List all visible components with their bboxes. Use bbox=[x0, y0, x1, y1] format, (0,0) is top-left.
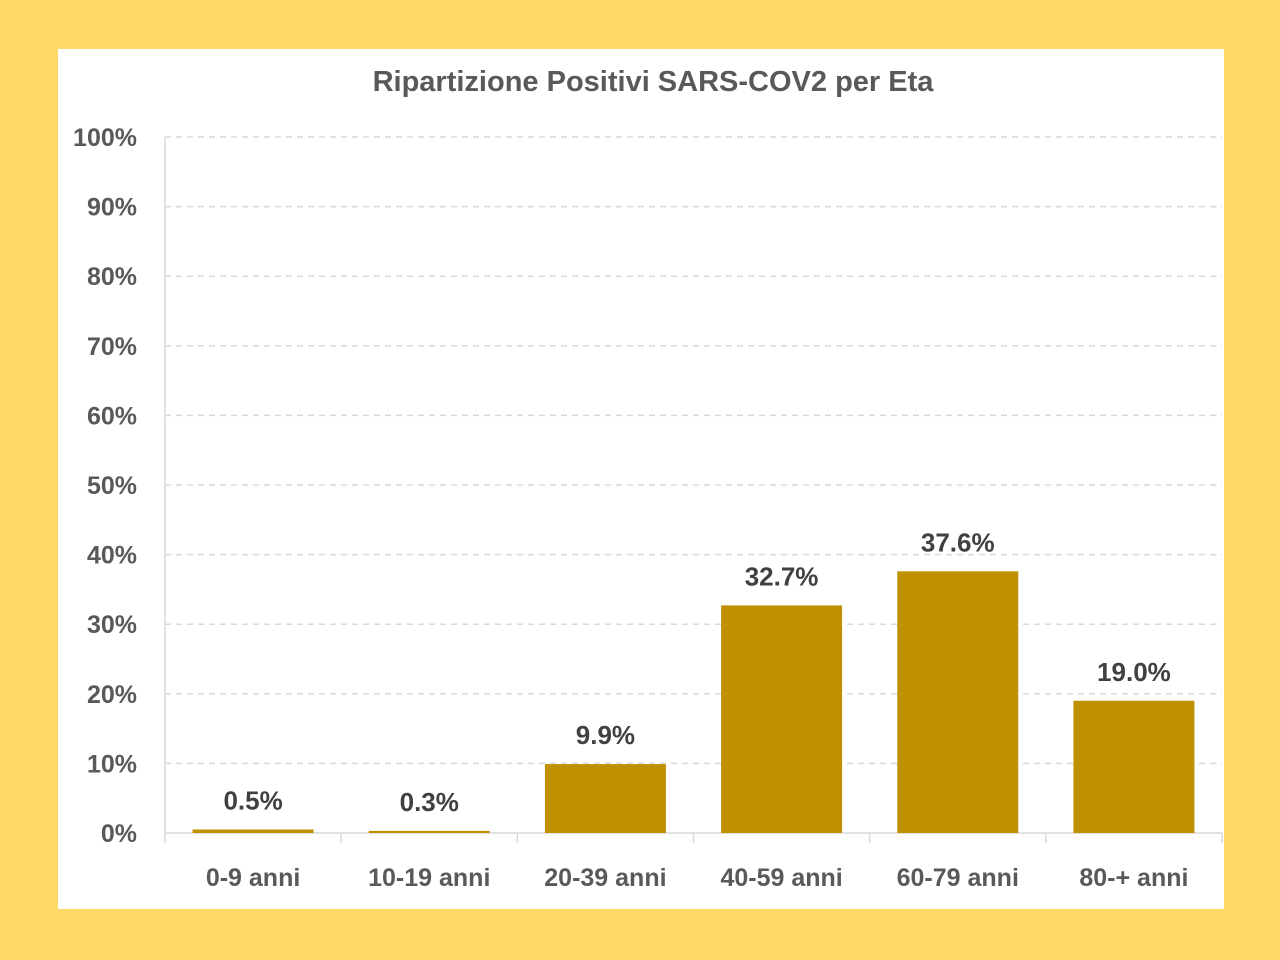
data-label: 19.0% bbox=[1097, 657, 1171, 687]
data-label: 37.6% bbox=[921, 527, 995, 557]
bar bbox=[544, 764, 666, 833]
x-tick-labels: 0-9 anni 10-19 anni 20-39 anni 40-59 anni 60… bbox=[206, 864, 1189, 892]
bars bbox=[192, 571, 1195, 833]
grid-lines bbox=[165, 136, 1222, 765]
bar bbox=[1073, 700, 1195, 833]
y-tick-label: 70% bbox=[87, 333, 137, 361]
data-label: 0.5% bbox=[223, 786, 282, 816]
y-tick-label: 100% bbox=[73, 124, 137, 152]
data-label: 32.7% bbox=[745, 561, 819, 591]
y-tick-label: 60% bbox=[87, 402, 137, 430]
data-label: 0.3% bbox=[400, 787, 459, 817]
bar bbox=[368, 830, 490, 833]
y-tick-label: 20% bbox=[87, 681, 137, 709]
y-tick-label: 80% bbox=[87, 263, 137, 291]
x-tick-label: 10-19 anni bbox=[368, 864, 490, 892]
axes bbox=[164, 137, 1223, 843]
y-tick-label: 10% bbox=[87, 750, 137, 778]
y-tick-label: 90% bbox=[87, 194, 137, 222]
y-tick-labels: 0% 10% 20% 30% 40% 50% 60% 70% 80% 90% 100% bbox=[73, 124, 137, 848]
bar bbox=[897, 571, 1019, 833]
bar bbox=[192, 829, 314, 833]
y-tick-label: 0% bbox=[101, 820, 137, 848]
data-labels: 0.5% 0.3% 9.9% 32.7% 37.6% 19.0% bbox=[223, 527, 1170, 817]
x-tick-label: 80-+ anni bbox=[1079, 864, 1188, 892]
chart-title: Ripartizione Positivi SARS-COV2 per Eta bbox=[372, 66, 934, 98]
y-tick-label: 40% bbox=[87, 542, 137, 570]
x-tick-label: 40-59 anni bbox=[720, 864, 842, 892]
data-label: 9.9% bbox=[576, 720, 635, 750]
y-tick-label: 30% bbox=[87, 611, 137, 639]
x-tick-label: 20-39 anni bbox=[544, 864, 666, 892]
bar bbox=[721, 605, 843, 833]
x-tick-label: 60-79 anni bbox=[897, 864, 1019, 892]
x-tick-label: 0-9 anni bbox=[206, 864, 300, 892]
chart-title-container: Ripartizione Positivi SARS-COV2 per Eta bbox=[58, 0, 1248, 120]
y-tick-label: 50% bbox=[87, 472, 137, 500]
